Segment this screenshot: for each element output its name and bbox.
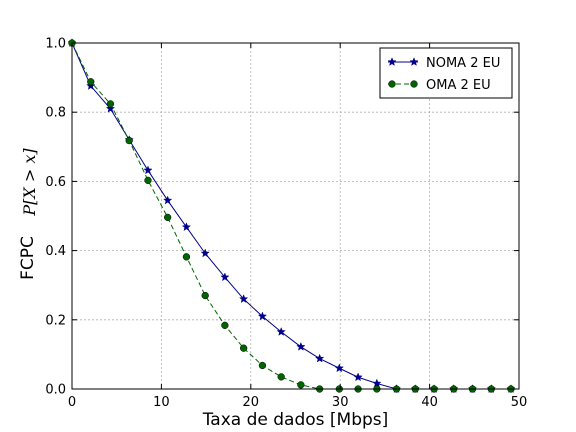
- y-tick-label: 0.2: [45, 313, 66, 328]
- y-axis-label-math: P[X > x]: [20, 148, 39, 217]
- y-tick-label: 1.0: [45, 37, 66, 52]
- data-point: [276, 327, 286, 336]
- y-tick-label: 0.8: [45, 106, 66, 121]
- y-tick-label: 0.6: [45, 175, 66, 190]
- legend-marker: [409, 57, 419, 66]
- data-point: [181, 222, 192, 232]
- data-point: [125, 136, 133, 145]
- legend-marker: [388, 80, 396, 88]
- data-point: [200, 248, 210, 258]
- data-point: [277, 373, 285, 381]
- legend-label: OMA 2 EU: [426, 78, 491, 93]
- legend-entry: NOMA 2 EU: [387, 56, 500, 71]
- y-axis-label: FCPC: [18, 236, 38, 280]
- data-point: [164, 213, 172, 222]
- legend-entry: OMA 2 EU: [388, 78, 491, 93]
- data-point: [87, 78, 95, 86]
- data-point: [353, 372, 363, 382]
- x-tick-label: 40: [421, 395, 438, 410]
- legend-marker: [410, 80, 418, 88]
- data-point: [239, 344, 248, 352]
- legend: NOMA 2 EU OMA 2 EU: [379, 47, 513, 99]
- data-point: [106, 100, 115, 108]
- series-line: [71, 42, 511, 390]
- data-point: [257, 311, 268, 321]
- y-tick-label: 0.4: [45, 244, 66, 259]
- x-axis-label: Taxa de dados [Mbps]: [202, 410, 389, 430]
- data-point: [372, 378, 382, 388]
- data-point: [143, 165, 153, 175]
- data-point: [182, 253, 191, 261]
- data-point: [296, 341, 306, 351]
- data-point: [314, 353, 325, 363]
- x-tick-label: 0: [68, 395, 76, 410]
- legend-box: [379, 47, 513, 99]
- data-point: [220, 272, 230, 282]
- data-point: [105, 103, 116, 113]
- plot-frame: [71, 42, 520, 390]
- data-point: [86, 81, 96, 90]
- data-point: [201, 291, 209, 300]
- data-point: [297, 381, 305, 389]
- y-tick-label: 0.0: [45, 383, 66, 398]
- ticks: 0 10 20 30 40 50 0.0 0.2 0.4 0.6 0.8 1.0: [45, 37, 527, 411]
- legend-label: NOMA 2 EU: [426, 56, 500, 71]
- x-tick-label: 10: [153, 395, 170, 410]
- data-point: [144, 176, 152, 185]
- legend-marker: [387, 57, 397, 66]
- x-tick-label: 30: [332, 395, 349, 410]
- data-point: [162, 195, 173, 205]
- x-tick-label: 20: [243, 395, 260, 410]
- x-tick-label: 50: [511, 395, 528, 410]
- data-point: [238, 294, 249, 304]
- data-point: [334, 363, 344, 373]
- data-point: [221, 321, 229, 329]
- data-point: [258, 361, 267, 370]
